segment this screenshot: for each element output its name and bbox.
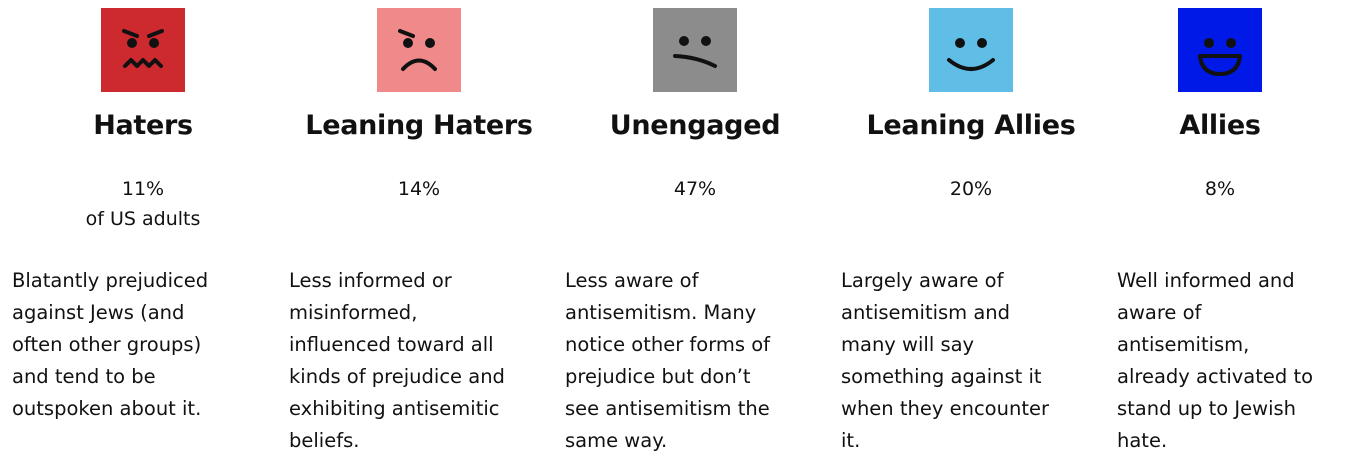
column: Allies 8% Well informed and aware of antis… xyxy=(1082,0,1354,454)
share: 47% xyxy=(557,174,833,204)
description-line: against Jews (and xyxy=(12,301,185,324)
description-line: often other groups) xyxy=(12,333,202,356)
share: 20% xyxy=(833,174,1109,204)
share-value: 20% xyxy=(949,178,993,200)
description-line: Blatantly prejudiced xyxy=(12,269,209,292)
description-line: exhibiting antisemitic xyxy=(289,397,500,420)
description-line: when they encounter xyxy=(841,397,1049,420)
description-line: hate. xyxy=(1117,429,1168,452)
title: Leaning Haters xyxy=(305,110,533,141)
description-line: same way. xyxy=(565,429,668,452)
title: Haters xyxy=(93,110,193,141)
description-line: notice other forms of xyxy=(565,333,771,356)
description: Less informed or misinformed, influenced t… xyxy=(289,265,505,454)
description-line: something against it xyxy=(841,365,1042,388)
face-icon xyxy=(377,8,461,92)
share-value: 11% xyxy=(121,178,165,200)
description-line: influenced toward all xyxy=(289,333,494,356)
description-line: aware of xyxy=(1117,301,1202,324)
description-line: beliefs. xyxy=(289,429,360,452)
face-icon xyxy=(653,8,737,92)
description-line: misinformed, xyxy=(289,301,418,324)
description-line: Largely aware of xyxy=(841,269,1004,292)
column: Leaning Haters 14% Less informed or misin… xyxy=(281,0,557,454)
share: 14% xyxy=(281,174,557,204)
share: 11% of US adults xyxy=(5,174,281,234)
description-line: antisemitism. Many xyxy=(565,301,757,324)
description-line: prejudice but don’t xyxy=(565,365,751,388)
description-line: outspoken about it. xyxy=(12,397,202,420)
share-value: 8% xyxy=(1204,178,1236,200)
description-line: already activated to xyxy=(1117,365,1314,388)
description-line: many will say xyxy=(841,333,975,356)
description-line: it. xyxy=(841,429,861,452)
title: Allies xyxy=(1179,110,1261,141)
share: 8% xyxy=(1082,174,1354,204)
share-value: 14% xyxy=(397,178,441,200)
description-line: antisemitism and xyxy=(841,301,1011,324)
face-icon xyxy=(1178,8,1262,92)
description: Less aware of antisemitism. Many notice ot… xyxy=(565,265,770,454)
column: Unengaged 47% Less aware of antisemitism.… xyxy=(557,0,833,454)
description-line: Less aware of xyxy=(565,269,699,292)
description-line: see antisemitism the xyxy=(565,397,770,420)
description-line: kinds of prejudice and xyxy=(289,365,505,388)
description-line: antisemitism, xyxy=(1117,333,1250,356)
description: Blatantly prejudiced against Jews (and oft… xyxy=(12,265,208,425)
share-note: of US adults xyxy=(85,208,201,230)
description: Largely aware of antisemitism and many wil… xyxy=(841,265,1049,454)
description: Well informed and aware of antisemitism, al… xyxy=(1117,265,1313,454)
title: Leaning Allies xyxy=(866,110,1076,141)
title: Unengaged xyxy=(609,110,781,141)
column: Haters 11% of US adults Blatantly prejudi… xyxy=(5,0,281,454)
column: Leaning Allies 20% Largely aware of antis… xyxy=(833,0,1109,454)
description-line: Less informed or xyxy=(289,269,452,292)
face-icon xyxy=(929,8,1013,92)
description-line: Well informed and xyxy=(1117,269,1295,292)
share-value: 47% xyxy=(673,178,717,200)
face-icon xyxy=(101,8,185,92)
description-line: stand up to Jewish xyxy=(1117,397,1297,420)
description-line: and tend to be xyxy=(12,365,156,388)
